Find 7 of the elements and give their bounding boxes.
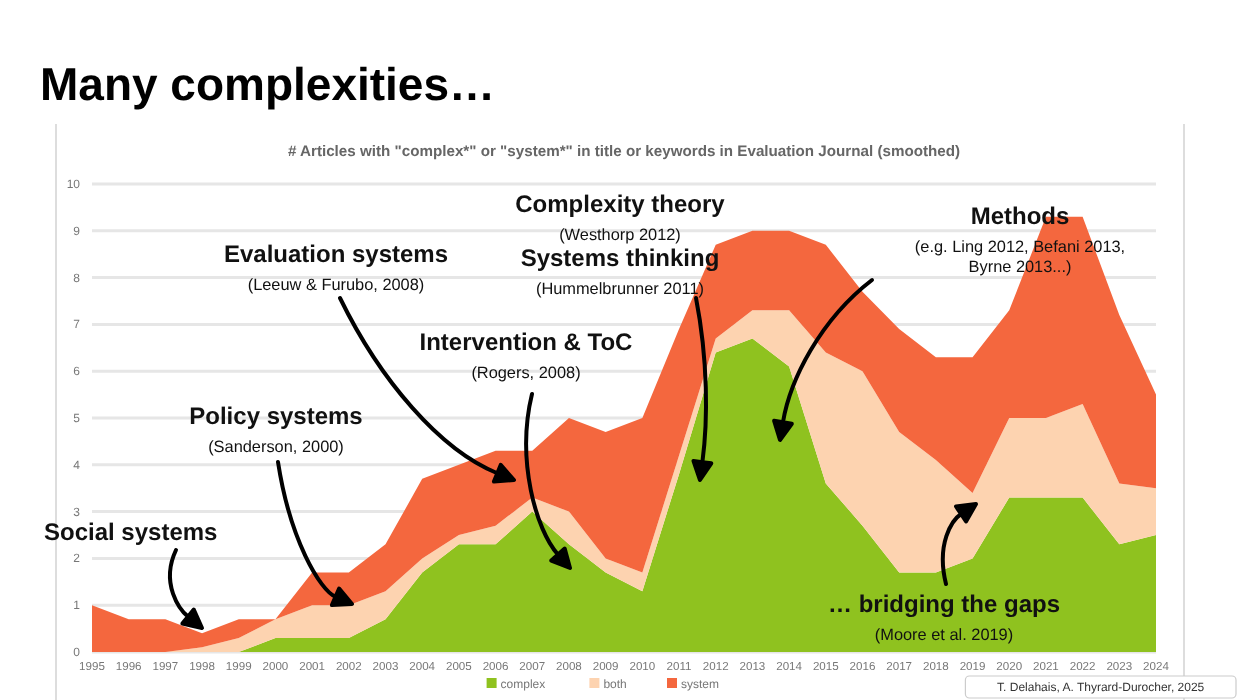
annotation: Policy systems (Sanderson, 2000) bbox=[189, 402, 364, 456]
annotation: … bridging the gaps (Moore et al. 2019) bbox=[828, 590, 1061, 644]
annotation: Complexity theory (Westhorp 2012) bbox=[515, 190, 726, 244]
chart-title: Many complexities… bbox=[40, 58, 496, 110]
annotation: Evaluation systems (Leeuw & Furubo, 2008) bbox=[223, 240, 449, 294]
annotation: Intervention & ToC (Rogers, 2008) bbox=[419, 328, 634, 382]
annotation: Social systems bbox=[44, 518, 219, 546]
